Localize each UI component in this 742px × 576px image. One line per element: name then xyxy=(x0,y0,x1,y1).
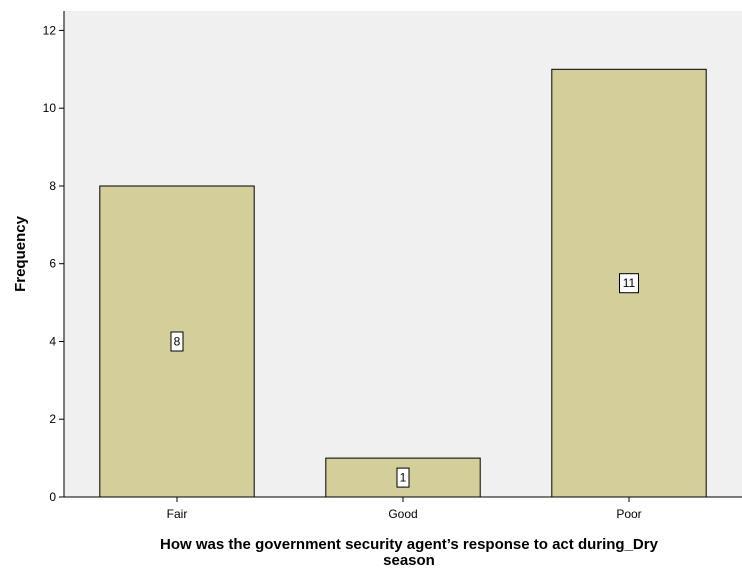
x-axis-title: How was the government security agent’s … xyxy=(160,536,659,569)
y-tick-label: 10 xyxy=(43,101,57,115)
y-tick-label: 0 xyxy=(49,490,56,504)
x-tick-label: Good xyxy=(388,507,417,521)
x-tick-label: Fair xyxy=(167,507,188,521)
y-tick-label: 4 xyxy=(49,335,56,349)
data-label-box xyxy=(396,467,410,488)
y-axis-title: Frequency xyxy=(12,215,29,292)
data-label: 11 xyxy=(623,276,636,290)
data-label-box xyxy=(619,273,639,294)
axes-layer: Fair Good Poor 0 2 4 6 8 10 12 xyxy=(43,11,742,521)
data-label-box xyxy=(170,331,184,352)
x-axis-title-line: season xyxy=(383,552,435,569)
y-tick-label: 2 xyxy=(49,412,56,426)
data-label: 8 xyxy=(174,335,181,349)
x-axis-title-line: How was the government security agent’s … xyxy=(160,536,659,553)
y-tick-label: 12 xyxy=(43,23,57,37)
x-tick-label: Poor xyxy=(616,507,641,521)
data-label: 1 xyxy=(400,471,407,485)
y-tick-label: 8 xyxy=(49,179,56,193)
y-tick-label: 6 xyxy=(49,257,56,271)
